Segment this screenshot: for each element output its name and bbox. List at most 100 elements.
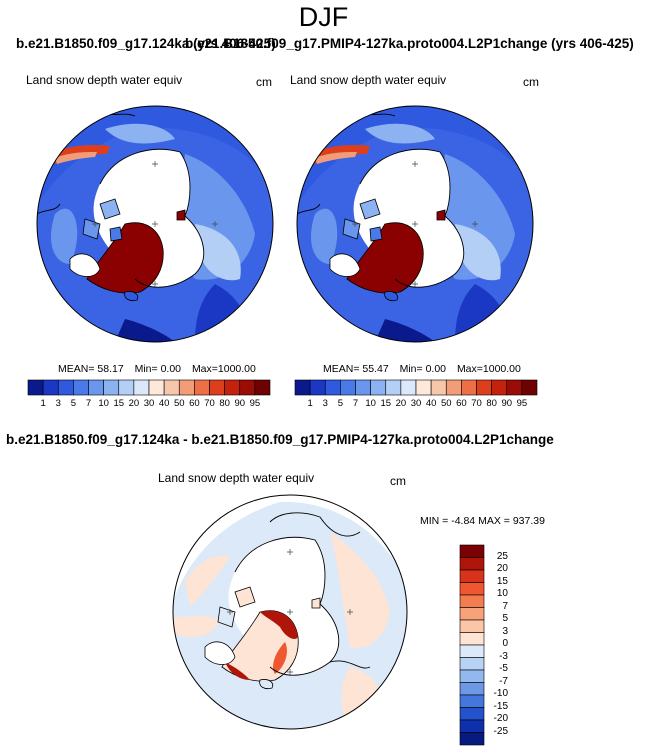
right-variable-label: Land snow depth water equiv [290, 73, 447, 87]
right-colorbar [294, 379, 538, 396]
right-colorbar-swatch [340, 379, 356, 396]
right-colorbar-tick-label: 60 [456, 398, 467, 409]
left-map [36, 105, 274, 343]
left-colorbar-tick-label: 90 [234, 398, 246, 409]
right-colorbar-tick-label: 15 [380, 398, 392, 409]
difference-map [172, 494, 408, 730]
right-colorbar-tick-label: 70 [471, 398, 482, 409]
left-colorbar-tick-label: 7 [85, 398, 92, 409]
left-mean-label: MEAN= [58, 363, 95, 375]
left-colorbar-tick-label: 10 [98, 398, 109, 409]
right-colorbar-tick-label: 10 [365, 398, 376, 409]
right-map [296, 105, 534, 343]
difference-min-value: -4.84 [451, 515, 476, 527]
difference-colorbar-swatch [459, 719, 485, 733]
left-colorbar-tick-label: 5 [70, 398, 77, 409]
right-colorbar-tick-label: 80 [486, 398, 497, 409]
left-colorbar-tick-label: 3 [55, 398, 61, 409]
right-colorbar-tick-label: 5 [337, 398, 344, 409]
left-mean-value: 58.17 [97, 363, 124, 375]
right-colorbar-swatch [461, 379, 477, 396]
right-mean-label: MEAN= [323, 363, 360, 375]
difference-colorbar-swatch [459, 544, 485, 558]
difference-colorbar [459, 544, 485, 746]
left-colorbar-tick-label: 50 [173, 398, 185, 409]
right-colorbar-swatch [415, 379, 432, 396]
left-colorbar-swatch [148, 379, 165, 396]
right-colorbar-tick-label: 50 [440, 398, 452, 409]
difference-colorbar-tick-label: 3 [502, 625, 508, 637]
right-colorbar-swatch [476, 379, 492, 396]
left-max-value: 1000.00 [217, 363, 256, 375]
right-colorbar-tick-label: 1 [307, 398, 313, 409]
right-mean-value: 55.47 [362, 363, 389, 375]
left-colorbar-swatch [194, 379, 210, 396]
right-stats: MEAN= 55.47 Min= 0.00 Max=1000.00 [323, 363, 521, 375]
left-colorbar-tick-label: 80 [219, 398, 230, 409]
difference-colorbar-tick-label: 15 [496, 575, 508, 587]
difference-colorbar-swatch [459, 669, 485, 683]
right-colorbar-tick-label: 3 [322, 398, 328, 409]
left-colorbar-tick-label: 20 [128, 398, 140, 409]
right-colorbar-tick-label: 7 [352, 398, 359, 409]
difference-colorbar-tick-label: 10 [496, 588, 508, 599]
difference-colorbar-swatch [459, 632, 485, 646]
difference-colorbar-swatch [459, 557, 485, 571]
left-colorbar-swatch [103, 379, 120, 396]
left-colorbar-swatch [27, 379, 44, 396]
left-colorbar-swatch [57, 379, 74, 396]
left-colorbar-tick-label: 30 [143, 398, 155, 409]
difference-colorbar-swatch [459, 732, 485, 746]
difference-colorbar-tick-label: -3 [499, 650, 508, 662]
left-colorbar-tick-label: 40 [158, 398, 170, 409]
left-colorbar-swatch [73, 379, 89, 396]
left-colorbar-tick-label: 60 [189, 398, 200, 409]
left-colorbar-tick-label: 95 [249, 398, 261, 409]
left-case-title: b.e21.B1850.f09_g17.124ka (yrs 406-425) [16, 36, 276, 51]
left-colorbar-swatch [163, 379, 180, 396]
right-colorbar-swatch [521, 379, 538, 396]
right-colorbar-swatch [445, 379, 462, 396]
right-max-value: 1000.00 [482, 363, 521, 375]
left-stats: MEAN= 58.17 Min= 0.00 Max=1000.00 [58, 363, 256, 375]
difference-colorbar-tick-label: 5 [502, 613, 508, 624]
right-colorbar-swatch [370, 379, 387, 396]
left-max-label: Max= [191, 363, 218, 375]
left-variable-label: Land snow depth water equiv [26, 73, 183, 87]
difference-colorbar-tick-label: -5 [499, 663, 508, 674]
right-units-label: cm [523, 75, 539, 89]
difference-colorbar-tick-label: -25 [493, 725, 508, 737]
left-colorbar-swatch [42, 379, 59, 396]
left-colorbar-swatch [224, 379, 241, 396]
left-min-value: 0.00 [160, 363, 182, 375]
right-case-title: b.e21.B1850.f09_g17.PMIP4-127ka.proto004… [185, 36, 634, 51]
left-colorbar-swatch [254, 379, 271, 396]
left-min-label: Min= [134, 363, 158, 375]
difference-colorbar-swatch [459, 644, 485, 658]
right-max-label: Max= [456, 363, 483, 375]
difference-colorbar-tick-label: -10 [493, 688, 508, 699]
difference-colorbar-swatch [459, 657, 485, 671]
difference-colorbar-swatch [459, 594, 485, 608]
left-colorbar-swatch [88, 379, 104, 396]
right-colorbar-swatch [385, 379, 402, 396]
right-colorbar-swatch [506, 379, 523, 396]
difference-max-value: 937.39 [512, 515, 545, 527]
difference-colorbar-tick-label: 7 [502, 600, 508, 612]
page-title: DJF [298, 2, 349, 32]
difference-case-title: b.e21.B1850.f09_g17.124ka - b.e21.B1850.… [6, 432, 554, 447]
right-colorbar-swatch [309, 379, 326, 396]
difference-colorbar-swatch [459, 707, 485, 721]
left-colorbar-tick-label: 1 [40, 398, 46, 409]
difference-colorbar-swatch [459, 619, 485, 633]
left-colorbar [27, 379, 271, 396]
right-colorbar-swatch [400, 379, 417, 396]
difference-units-label: cm [390, 474, 406, 488]
right-min-value: 0.00 [425, 363, 447, 375]
difference-colorbar-swatch [459, 582, 485, 596]
difference-colorbar-tick-label: 20 [496, 563, 508, 574]
right-colorbar-tick-label: 40 [425, 398, 437, 409]
difference-colorbar-swatch [459, 682, 485, 696]
right-colorbar-tick-label: 95 [516, 398, 528, 409]
difference-colorbar-tick-label: -7 [499, 675, 508, 687]
